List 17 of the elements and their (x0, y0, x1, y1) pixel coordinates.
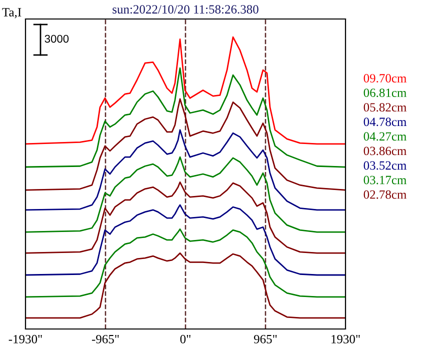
x-tick-label: 0" (180, 334, 190, 344)
x-tick-label: 965" (254, 334, 277, 344)
chart-title: sun:2022/10/20 11:58:26.380 (112, 5, 258, 14)
annotation: 3000 (44, 34, 69, 43)
text: 03.17cm (364, 176, 406, 184)
x-tick-label: -1930" (8, 334, 42, 344)
x-tick-label: 1930" (332, 334, 360, 344)
text: 06.81cm (364, 88, 406, 98)
text: 05.82cm (364, 103, 406, 112)
y-axis-title: Ta,I (2, 8, 22, 18)
text: 09.70cm (364, 74, 406, 83)
x-tick-label: -965" (92, 334, 119, 344)
text: 04.78cm (364, 118, 406, 126)
text: 03.86cm (364, 146, 406, 156)
text: 04.27cm (364, 132, 406, 141)
text: 03.52cm (364, 161, 406, 170)
text: 02.78cm (364, 190, 406, 199)
